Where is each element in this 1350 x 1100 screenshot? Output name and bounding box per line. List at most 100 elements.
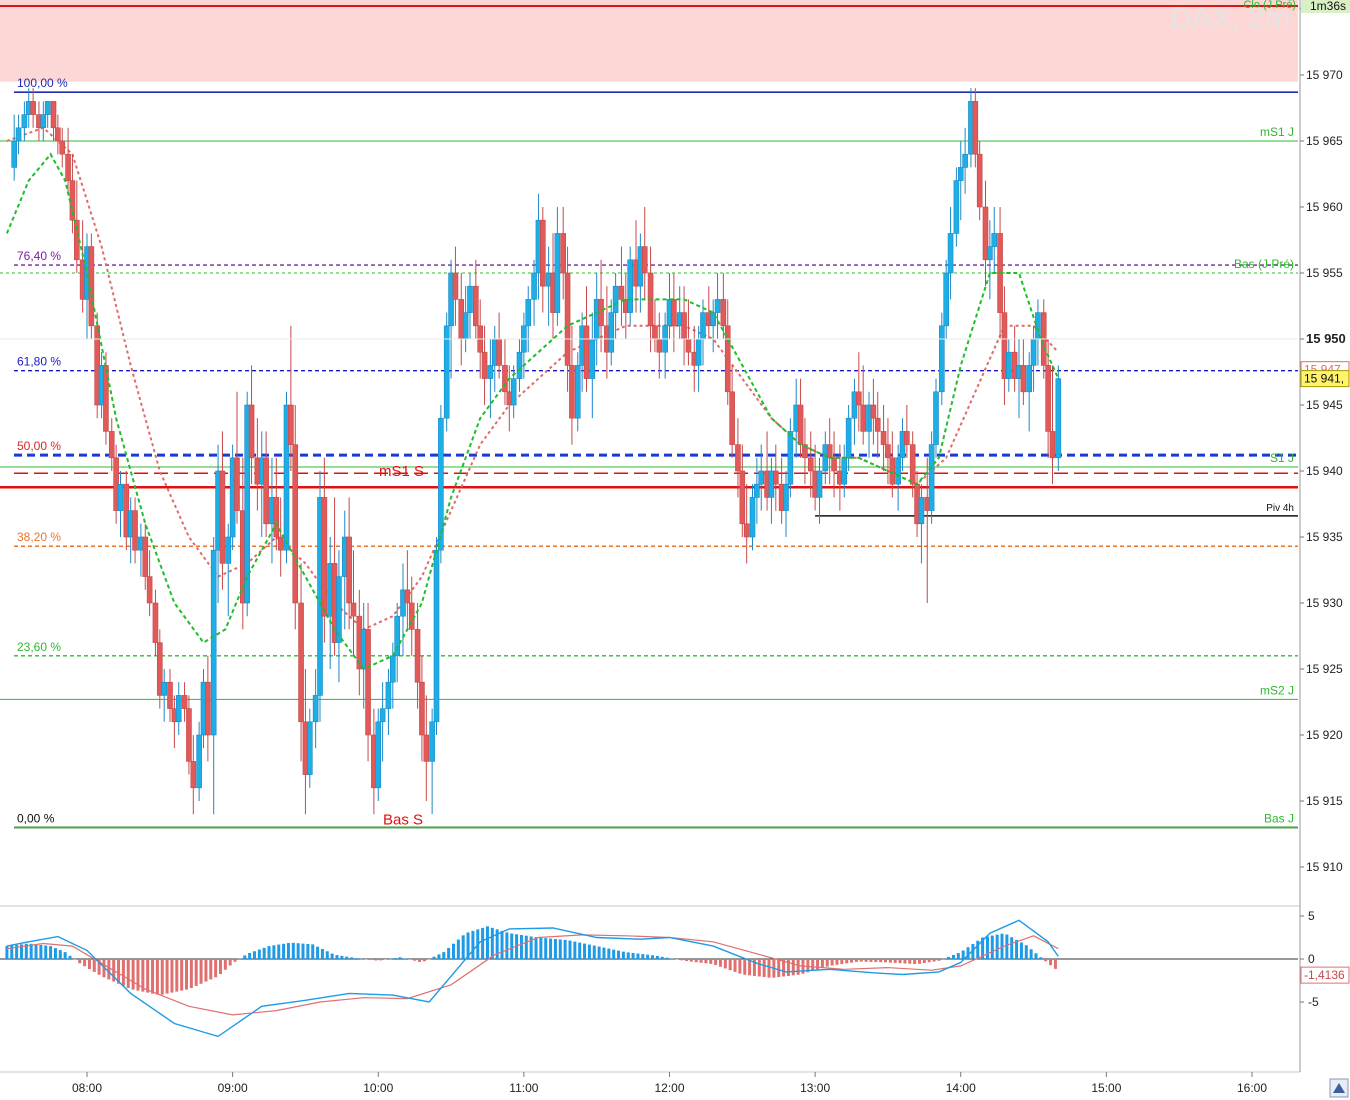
- macd-bar-125: [612, 949, 616, 959]
- candle-body-115: [569, 365, 575, 419]
- x-tick-label-4: 12:00: [654, 1081, 684, 1095]
- y-tick-label-7: 15 945: [1306, 398, 1343, 412]
- y-tick-label-6: 15 940: [1306, 464, 1343, 478]
- candle-body-44: [225, 536, 232, 564]
- level-label-2: S1 J: [1270, 451, 1294, 465]
- macd-bar-175: [854, 959, 858, 962]
- price-y-axis[interactable]: 15 910 15 915 15 920 15 925 15 930 15 935 15 9…: [0, 2, 1346, 874]
- macd-bar-120: [587, 944, 591, 959]
- fast-moving-average: [5, 152, 1060, 671]
- macd-bar-187: [913, 959, 917, 965]
- candle-body-208: [1020, 365, 1027, 393]
- candle-body-8: [50, 101, 57, 129]
- macd-bar-126: [617, 950, 621, 959]
- macd-bar-127: [621, 951, 625, 959]
- y-tick-label-9: 15 955: [1306, 266, 1343, 280]
- macd-bar-140: [684, 959, 688, 962]
- macd-bar-19: [97, 959, 101, 975]
- y-tick-label-3: 15 925: [1306, 662, 1343, 676]
- macd-bar-38: [189, 959, 193, 989]
- candle-body-34: [175, 695, 182, 723]
- macd-bar-102: [500, 930, 504, 959]
- macd-bar-144: [704, 959, 708, 964]
- macd-bar-152: [743, 959, 747, 975]
- candle-body-151: [743, 523, 750, 538]
- candle-body-49: [248, 404, 255, 459]
- level-label-4: mS2 J: [1260, 683, 1294, 697]
- macd-bar-15: [78, 959, 82, 964]
- macd-bar-17: [87, 959, 91, 970]
- macd-bar-192: [937, 959, 941, 961]
- macd-bar-188: [917, 959, 921, 964]
- macd-bar-11: [58, 950, 62, 959]
- candle-body-191: [939, 325, 945, 393]
- macd-bar-139: [680, 959, 684, 961]
- macd-bar-138: [675, 959, 679, 960]
- candle-body-55: [277, 536, 284, 551]
- macd-bar-194: [947, 956, 951, 959]
- candle-body-98: [487, 365, 494, 379]
- candle-body-16: [88, 246, 95, 327]
- candle-body-78: [390, 655, 396, 683]
- macd-bar-161: [786, 959, 790, 976]
- candle-body-163: [802, 444, 808, 459]
- candle-body-133: [656, 338, 663, 353]
- macd-bar-13: [68, 955, 72, 959]
- candle-body-85: [423, 734, 430, 762]
- macd-bar-103: [505, 932, 509, 959]
- macd-bar-31: [155, 959, 159, 995]
- candle-body-95: [473, 285, 479, 327]
- macd-bar-180: [879, 959, 883, 963]
- candle-body-189: [928, 444, 935, 511]
- macd-bar-88: [432, 956, 436, 959]
- macd-bar-133: [651, 955, 655, 959]
- macd-bar-66: [325, 951, 329, 959]
- time-x-axis[interactable]: 08:00 09:00 10:00 11:00 12:00 13:00 14:00 15:00…: [72, 1072, 1267, 1095]
- x-tick-label-6: 14:00: [946, 1081, 976, 1095]
- candle-body-125: [618, 285, 625, 300]
- scroll-control-icon[interactable]: [1329, 1078, 1349, 1098]
- macd-bar-207: [1010, 937, 1014, 959]
- candle-body-29: [152, 602, 159, 643]
- macd-bar-30: [151, 959, 155, 994]
- candle-body-119: [589, 338, 596, 379]
- level-label-8: Bas S: [383, 811, 423, 828]
- candle-body-194: [953, 180, 960, 234]
- x-tick-label-0: 08:00: [72, 1081, 102, 1095]
- level-label-6: Clo (J Pré): [1243, 0, 1296, 11]
- macd-bar-163: [796, 959, 800, 975]
- candle-body-113: [560, 233, 566, 274]
- x-tick-label-2: 10:00: [363, 1081, 393, 1095]
- countdown-badge: [1301, 0, 1350, 13]
- countdown-label: 1m36s: [1310, 0, 1346, 13]
- candle-body-36: [186, 708, 192, 762]
- candle-body-204: [1001, 312, 1008, 379]
- candle-body-27: [142, 536, 149, 577]
- x-tick-label-8: 16:00: [1237, 1081, 1267, 1095]
- macd-bar-92: [451, 943, 455, 959]
- macd-bar-118: [578, 942, 582, 959]
- macd-bar-91: [447, 947, 451, 959]
- candle-body-213: [1045, 365, 1051, 432]
- macd-bar-3: [19, 944, 23, 959]
- macd-bar-130: [636, 953, 640, 959]
- macd-bar-151: [738, 959, 742, 974]
- macd-bar-70: [345, 956, 349, 959]
- macd-bar-136: [665, 957, 669, 959]
- macd-bar-20: [102, 959, 106, 978]
- candle-body-76: [379, 708, 386, 723]
- macd-bar-216: [1053, 959, 1057, 969]
- candle-body-112: [554, 233, 561, 313]
- macd-tick-label-1: 0: [1308, 952, 1315, 966]
- macd-bar-212: [1034, 953, 1038, 959]
- macd-bar-211: [1029, 949, 1033, 959]
- candle-body-139: [685, 338, 692, 353]
- macd-bar-204: [995, 934, 999, 959]
- macd-bar-106: [519, 934, 523, 959]
- macd-bar-50: [248, 952, 252, 959]
- candle-body-61: [307, 721, 313, 775]
- candle-body-200: [982, 206, 989, 261]
- macd-bar-147: [718, 959, 722, 967]
- candle-body-144: [710, 312, 716, 327]
- macd-bar-122: [597, 946, 601, 959]
